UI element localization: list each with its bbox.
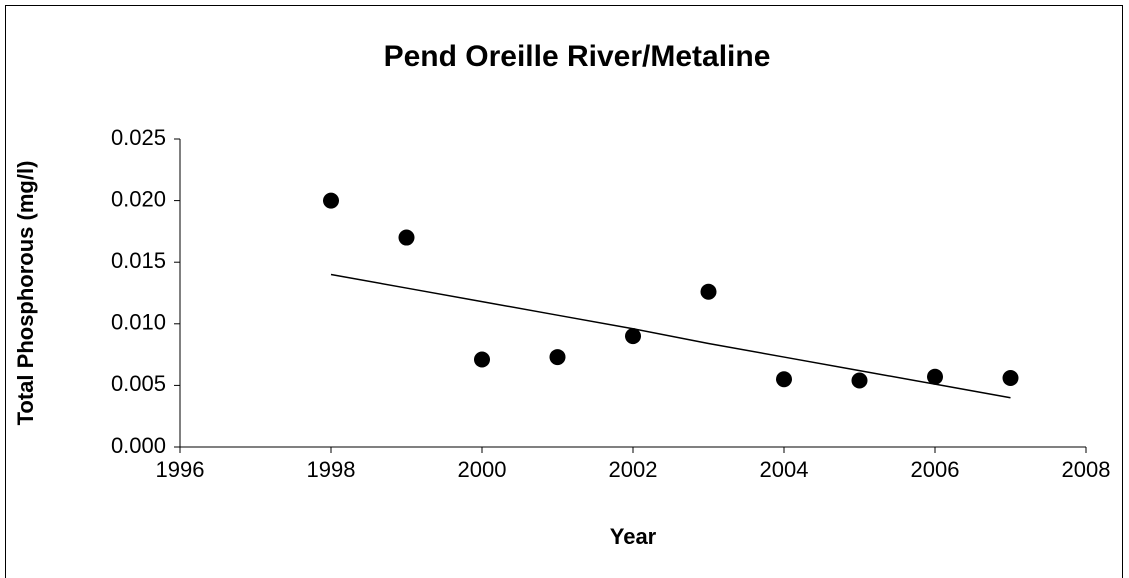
data-point (398, 229, 415, 246)
data-point (776, 371, 792, 388)
x-tick-label: 2000 (458, 457, 507, 482)
data-point (323, 192, 339, 209)
y-tick-label: 0.000 (111, 433, 166, 458)
y-tick-label: 0.025 (111, 125, 166, 150)
x-tick-label: 1996 (156, 457, 205, 482)
data-point (474, 351, 490, 368)
x-tick-label: 2002 (609, 457, 658, 482)
data-point (549, 349, 566, 366)
y-tick-label: 0.010 (111, 310, 166, 335)
x-tick-label: 1998 (307, 457, 356, 482)
data-point (1002, 370, 1019, 387)
x-tick-label: 2008 (1062, 457, 1111, 482)
data-point (625, 328, 641, 345)
y-tick-label: 0.015 (111, 248, 166, 273)
data-point (700, 283, 717, 300)
y-tick-label: 0.005 (111, 371, 166, 396)
trend-line (330, 273, 1011, 399)
y-axis-label: Total Phosphorous (mg/l) (13, 161, 38, 426)
x-tick-label: 2006 (911, 457, 960, 482)
x-tick-label: 2004 (760, 457, 809, 482)
x-axis-label: Year (610, 524, 657, 549)
chart-title: Pend Oreille River/Metaline (384, 40, 771, 73)
chart-frame (5, 5, 1123, 578)
y-tick-label: 0.020 (111, 186, 166, 211)
data-point (851, 372, 868, 389)
data-point (927, 368, 943, 385)
